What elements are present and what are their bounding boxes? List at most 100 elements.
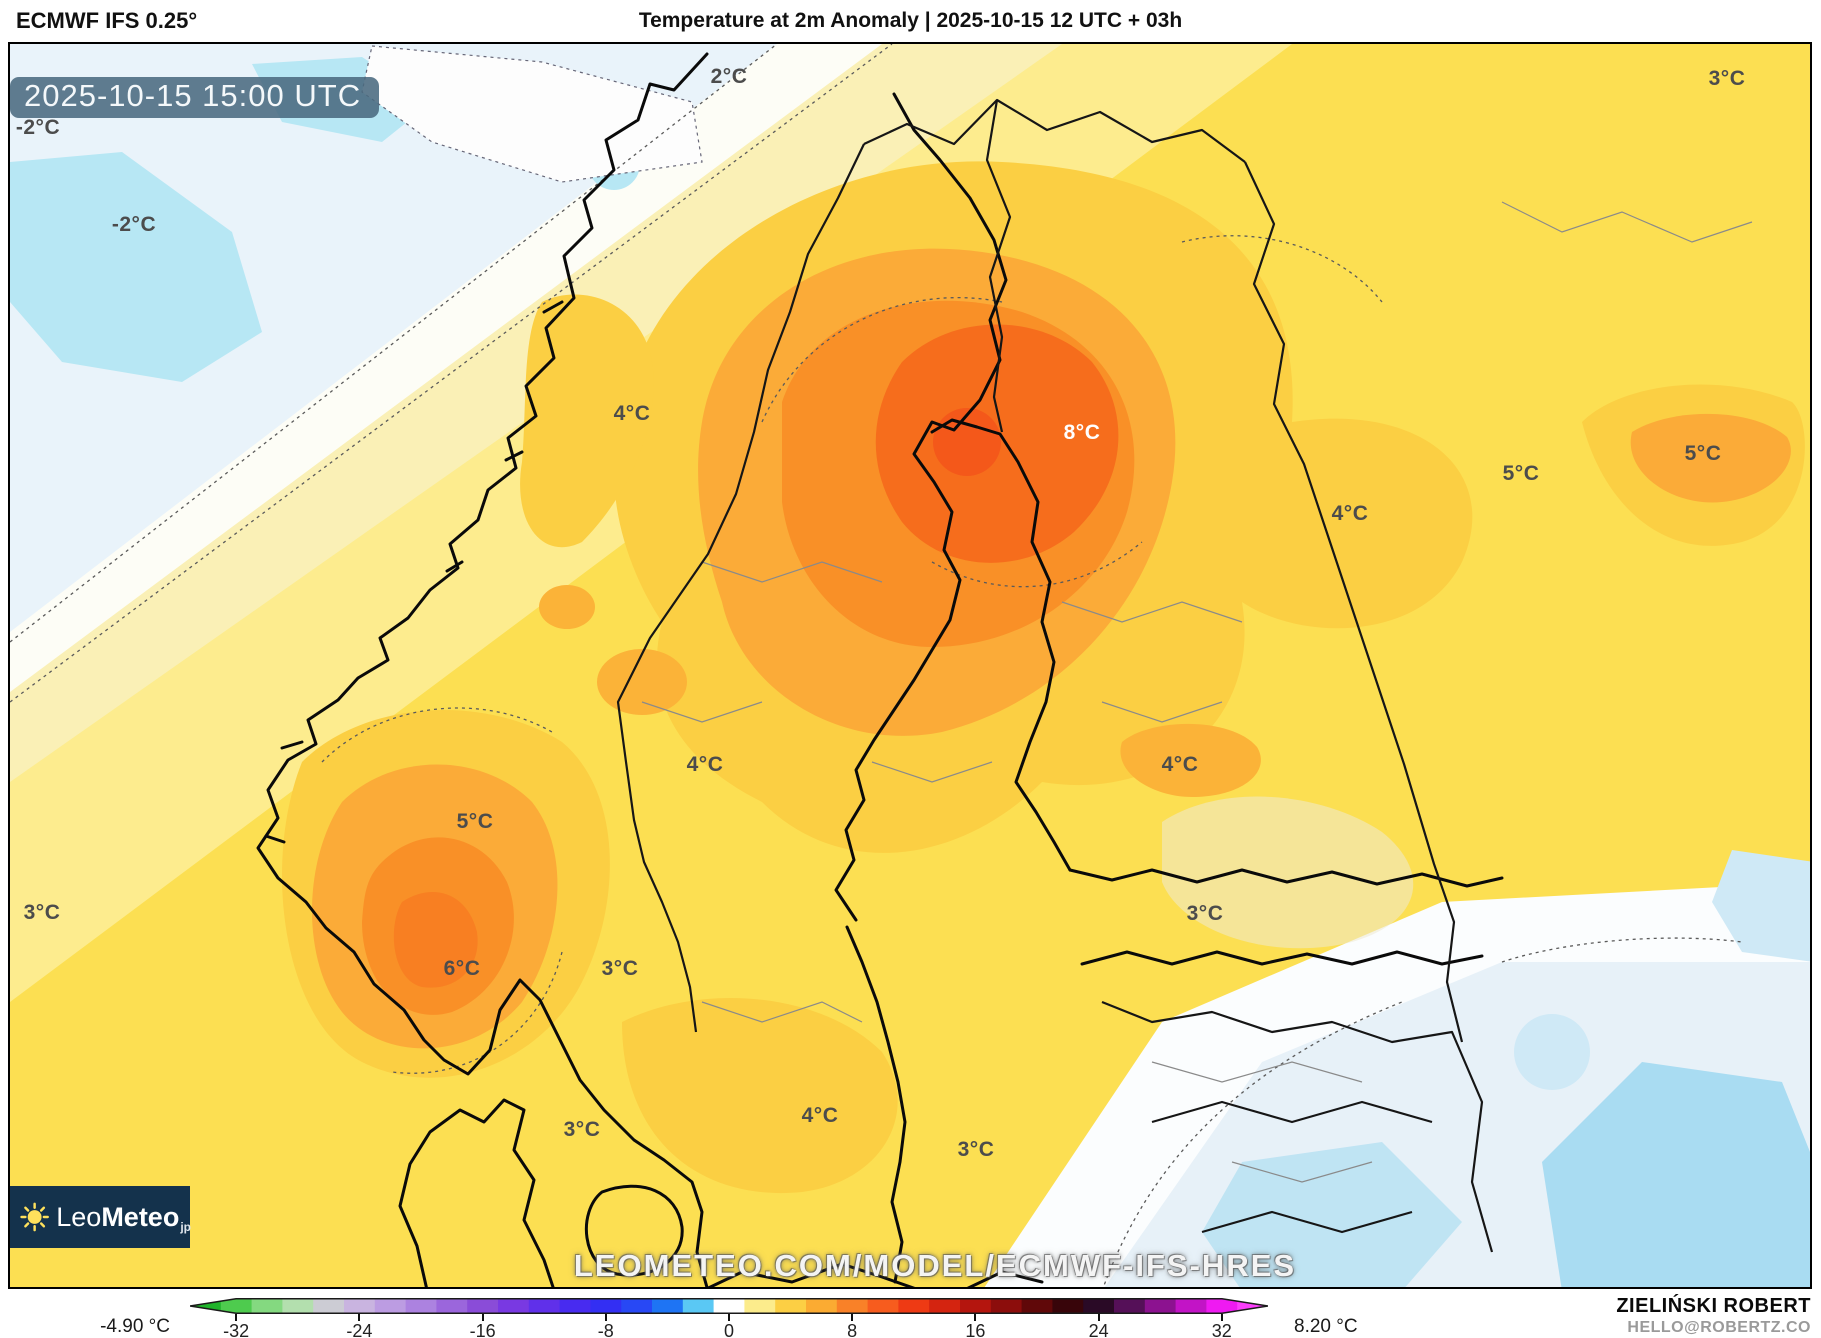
colorbar-segment	[1052, 1298, 1084, 1314]
credit-block: ZIELIŃSKI ROBERT HELLO@ROBERTZ.CO	[1616, 1294, 1811, 1337]
colorbar-segment	[744, 1298, 776, 1314]
logo-meteo: Meteo	[101, 1201, 180, 1232]
cold-blob-se2	[1202, 1142, 1462, 1287]
coastlines	[256, 52, 1504, 1287]
colorbar-tick-label: -24	[346, 1321, 373, 1338]
colorbar-segment	[190, 1298, 222, 1314]
colorbar-segment	[1175, 1298, 1207, 1314]
colorbar-tick-label: 8	[847, 1321, 858, 1338]
temperature-label: 4°C	[686, 753, 724, 776]
colorbar-segment	[806, 1298, 838, 1314]
colorbar-tick	[1097, 1314, 1100, 1321]
colorbar-segment	[682, 1298, 715, 1314]
colorbar-segment	[282, 1298, 314, 1314]
temperature-label: 4°C	[613, 402, 651, 425]
colorbar-segment	[1083, 1298, 1115, 1314]
colorbar-segment	[867, 1298, 899, 1314]
colorbar-tick	[235, 1314, 238, 1321]
colorbar-tick	[481, 1314, 484, 1321]
coast-orange-1	[597, 649, 687, 715]
temperature-label: 3°C	[957, 1138, 995, 1161]
map-frame: -2°C -2°C 2°C 3°C 4°C 8°C 5°C 5°C 4°C 4°C 4°C 5°C 3°…	[8, 42, 1812, 1289]
watermark-text: LEOMETEO.COM/MODEL/ECMWF-IFS-HRES	[573, 1248, 1297, 1283]
colorbar-segment	[1237, 1298, 1268, 1314]
temperature-label: 6°C	[443, 957, 481, 980]
colorbar-segment	[775, 1298, 807, 1314]
logo-tld: jp	[180, 1219, 191, 1234]
colorbar-max-label: 8.20 °C	[1294, 1316, 1358, 1337]
timestamp-badge: 2025-10-15 15:00 UTC	[10, 77, 380, 118]
colorbar-tick	[851, 1314, 854, 1321]
temperature-label: 5°C	[1684, 442, 1722, 465]
cold-blob-se1	[1542, 1062, 1810, 1287]
temperature-label: 4°C	[801, 1104, 839, 1127]
temperature-label: 5°C	[1502, 462, 1540, 485]
colorbar-segment	[621, 1298, 653, 1314]
colorbar-segment	[405, 1298, 437, 1314]
colorbar-segment	[652, 1298, 684, 1314]
colorbar-segment	[960, 1298, 992, 1314]
colorbar-segment	[1144, 1298, 1177, 1314]
anomaly-map	[10, 44, 1810, 1287]
colorbar-segment	[467, 1298, 499, 1314]
page-title: Temperature at 2m Anomaly | 2025-10-15 1…	[638, 9, 1183, 32]
colorbar-segment	[374, 1298, 407, 1314]
colorbar-segment	[1206, 1298, 1238, 1314]
temperature-label: 3°C	[23, 901, 61, 924]
finland-orange-2	[1630, 413, 1791, 503]
sea-region	[10, 44, 777, 632]
credit-email: HELLO@ROBERTZ.CO	[1627, 1319, 1811, 1336]
finland-orange-1	[1120, 723, 1261, 797]
colorbar-tick-label: 16	[965, 1321, 986, 1338]
lake-district-tint	[1162, 796, 1414, 949]
colorbar-tick-label: -32	[223, 1321, 250, 1338]
warm-orange-core	[933, 408, 1001, 476]
colorbar-outline	[190, 1298, 1268, 1314]
colorbar-tick	[728, 1314, 730, 1321]
colorbar-tick-label: -8	[597, 1321, 614, 1338]
sun-icon	[20, 1202, 49, 1232]
temperature-label: 5°C	[456, 810, 494, 833]
contour-lines	[10, 44, 1743, 1287]
credit-name: ZIELIŃSKI ROBERT	[1616, 1295, 1811, 1317]
temperature-label: 2°C	[710, 65, 748, 88]
colorbar-segment	[436, 1298, 468, 1314]
temperature-label: 3°C	[563, 1118, 601, 1141]
cold-blob-se3	[1514, 1014, 1590, 1090]
colorbar-segment	[990, 1298, 1023, 1314]
colorbar-segment	[929, 1298, 961, 1314]
colorbar-segment	[1114, 1298, 1146, 1314]
warm-gold-south	[622, 998, 898, 1194]
temperature-label: -2°C	[15, 116, 61, 139]
leometeo-logo: LeoMeteojp	[10, 1186, 191, 1248]
cold-blob-nw1	[10, 152, 262, 382]
colorbar-segment	[559, 1298, 591, 1314]
admin-borders	[641, 201, 1753, 1183]
colorbar-tick	[604, 1314, 607, 1321]
colorbar-segments	[190, 1298, 1268, 1314]
colorbar-min-label: -4.90 °C	[100, 1316, 170, 1337]
coast-orange-2	[539, 585, 595, 629]
logo-leo: Leo	[56, 1201, 102, 1232]
cold-blob-e	[1712, 850, 1810, 962]
colorbar-segment	[313, 1298, 345, 1314]
temperature-label: 4°C	[1331, 502, 1369, 525]
norway-orange-3	[393, 892, 478, 988]
temperature-label: 3°C	[601, 957, 639, 980]
colorbar-segment	[898, 1298, 930, 1314]
colorbar	[190, 1298, 1268, 1314]
temperature-label: 3°C	[1708, 67, 1746, 90]
colorbar-segment	[344, 1298, 376, 1314]
colorbar-segment	[590, 1298, 622, 1314]
colorbar-tick-label: 24	[1088, 1321, 1109, 1338]
colorbar-segment	[836, 1298, 869, 1314]
colorbar-segment	[498, 1298, 530, 1314]
colorbar-segment	[528, 1298, 561, 1314]
model-label: ECMWF IFS 0.25°	[16, 8, 198, 33]
temperature-label: 3°C	[1186, 902, 1224, 925]
colorbar-tick-label: 0	[723, 1321, 735, 1338]
colorbar-segment	[220, 1298, 253, 1314]
logo-wordmark: LeoMeteojp	[56, 1201, 191, 1234]
colorbar-tick	[1220, 1314, 1223, 1321]
